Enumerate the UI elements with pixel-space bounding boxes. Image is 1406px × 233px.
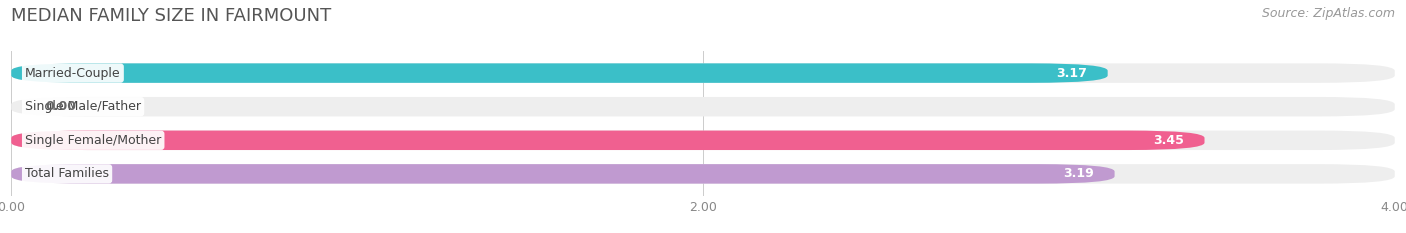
Text: 3.19: 3.19 <box>1063 167 1094 180</box>
Text: MEDIAN FAMILY SIZE IN FAIRMOUNT: MEDIAN FAMILY SIZE IN FAIRMOUNT <box>11 7 332 25</box>
Text: 0.00: 0.00 <box>46 100 77 113</box>
FancyBboxPatch shape <box>11 130 1205 150</box>
FancyBboxPatch shape <box>11 130 1395 150</box>
FancyBboxPatch shape <box>11 63 1395 83</box>
Text: Married-Couple: Married-Couple <box>25 67 121 80</box>
Text: Source: ZipAtlas.com: Source: ZipAtlas.com <box>1261 7 1395 20</box>
Text: Single Female/Mother: Single Female/Mother <box>25 134 162 147</box>
FancyBboxPatch shape <box>11 164 1395 184</box>
FancyBboxPatch shape <box>11 164 1115 184</box>
Text: 3.45: 3.45 <box>1153 134 1184 147</box>
FancyBboxPatch shape <box>11 63 1108 83</box>
FancyBboxPatch shape <box>11 97 1395 116</box>
Text: Single Male/Father: Single Male/Father <box>25 100 141 113</box>
Text: Total Families: Total Families <box>25 167 110 180</box>
Text: 3.17: 3.17 <box>1056 67 1087 80</box>
